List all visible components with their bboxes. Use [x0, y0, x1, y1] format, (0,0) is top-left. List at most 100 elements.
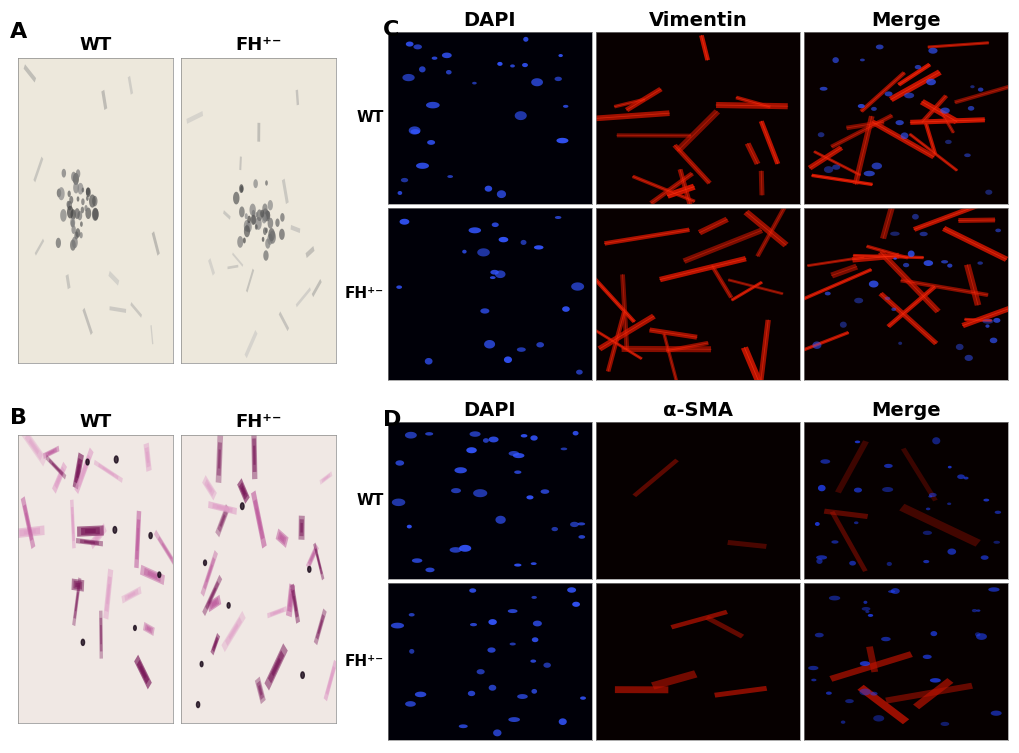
- Polygon shape: [325, 666, 335, 695]
- Polygon shape: [202, 575, 222, 616]
- Polygon shape: [225, 617, 242, 646]
- Polygon shape: [67, 201, 72, 210]
- Text: WT: WT: [79, 413, 111, 431]
- Polygon shape: [536, 342, 543, 347]
- Polygon shape: [507, 717, 520, 722]
- Polygon shape: [208, 587, 216, 604]
- Polygon shape: [137, 528, 139, 551]
- Polygon shape: [238, 184, 244, 193]
- Polygon shape: [321, 474, 330, 483]
- Polygon shape: [84, 541, 95, 544]
- Polygon shape: [43, 446, 59, 459]
- Text: Merge: Merge: [870, 11, 940, 30]
- Polygon shape: [469, 588, 476, 593]
- Polygon shape: [964, 355, 972, 361]
- Polygon shape: [66, 201, 70, 208]
- Text: FH⁺⁻: FH⁺⁻: [344, 286, 383, 301]
- Polygon shape: [232, 252, 243, 267]
- Polygon shape: [879, 197, 897, 239]
- Polygon shape: [85, 205, 88, 212]
- Polygon shape: [449, 547, 461, 553]
- Polygon shape: [648, 328, 697, 340]
- Polygon shape: [86, 459, 89, 465]
- Polygon shape: [886, 285, 935, 328]
- Polygon shape: [969, 85, 974, 88]
- Polygon shape: [127, 76, 132, 95]
- Polygon shape: [81, 206, 84, 213]
- Polygon shape: [491, 222, 498, 227]
- Polygon shape: [79, 232, 83, 239]
- Polygon shape: [277, 532, 286, 545]
- Polygon shape: [728, 279, 783, 295]
- Polygon shape: [597, 314, 655, 351]
- Polygon shape: [209, 597, 219, 609]
- Polygon shape: [74, 208, 79, 219]
- Polygon shape: [981, 319, 993, 324]
- Polygon shape: [158, 572, 161, 578]
- Polygon shape: [984, 190, 991, 195]
- Polygon shape: [300, 520, 304, 536]
- Polygon shape: [649, 172, 693, 205]
- Polygon shape: [532, 620, 541, 626]
- Polygon shape: [124, 589, 139, 601]
- Polygon shape: [513, 453, 524, 458]
- Polygon shape: [71, 225, 75, 234]
- Polygon shape: [661, 334, 682, 398]
- Polygon shape: [883, 464, 892, 468]
- Polygon shape: [578, 535, 585, 538]
- Polygon shape: [106, 584, 110, 604]
- Polygon shape: [86, 208, 91, 219]
- Polygon shape: [245, 213, 248, 219]
- Polygon shape: [79, 221, 83, 227]
- Polygon shape: [931, 437, 940, 444]
- Polygon shape: [207, 595, 221, 612]
- Polygon shape: [101, 90, 107, 110]
- Polygon shape: [253, 499, 264, 540]
- Polygon shape: [267, 606, 286, 618]
- Polygon shape: [113, 526, 116, 533]
- Polygon shape: [103, 569, 113, 620]
- Polygon shape: [150, 325, 153, 344]
- Polygon shape: [95, 531, 102, 541]
- Polygon shape: [927, 41, 988, 49]
- Polygon shape: [46, 448, 57, 457]
- Polygon shape: [861, 607, 869, 611]
- Polygon shape: [221, 611, 246, 652]
- Polygon shape: [306, 246, 314, 258]
- Polygon shape: [275, 529, 288, 548]
- Polygon shape: [469, 431, 480, 437]
- Polygon shape: [208, 258, 215, 276]
- Polygon shape: [409, 613, 415, 617]
- Polygon shape: [819, 459, 829, 464]
- Polygon shape: [237, 478, 250, 504]
- Polygon shape: [929, 631, 936, 636]
- Polygon shape: [35, 239, 44, 256]
- Polygon shape: [880, 637, 890, 642]
- Polygon shape: [244, 220, 250, 232]
- Polygon shape: [251, 431, 257, 480]
- Polygon shape: [158, 536, 175, 566]
- Polygon shape: [289, 584, 300, 623]
- Polygon shape: [20, 496, 36, 549]
- Polygon shape: [70, 220, 74, 227]
- Polygon shape: [580, 697, 585, 700]
- Polygon shape: [239, 157, 242, 170]
- Polygon shape: [823, 166, 833, 173]
- Polygon shape: [73, 584, 79, 619]
- Polygon shape: [989, 711, 1001, 716]
- Polygon shape: [697, 217, 729, 235]
- Polygon shape: [561, 306, 570, 312]
- Polygon shape: [625, 87, 662, 112]
- Polygon shape: [145, 447, 151, 468]
- Polygon shape: [253, 446, 256, 465]
- Polygon shape: [540, 489, 549, 494]
- Polygon shape: [476, 669, 484, 675]
- Polygon shape: [616, 133, 690, 138]
- Polygon shape: [988, 337, 997, 343]
- Polygon shape: [319, 471, 332, 485]
- Polygon shape: [407, 525, 412, 529]
- Polygon shape: [56, 471, 62, 484]
- Polygon shape: [317, 620, 322, 634]
- Polygon shape: [21, 426, 47, 467]
- Polygon shape: [488, 619, 496, 625]
